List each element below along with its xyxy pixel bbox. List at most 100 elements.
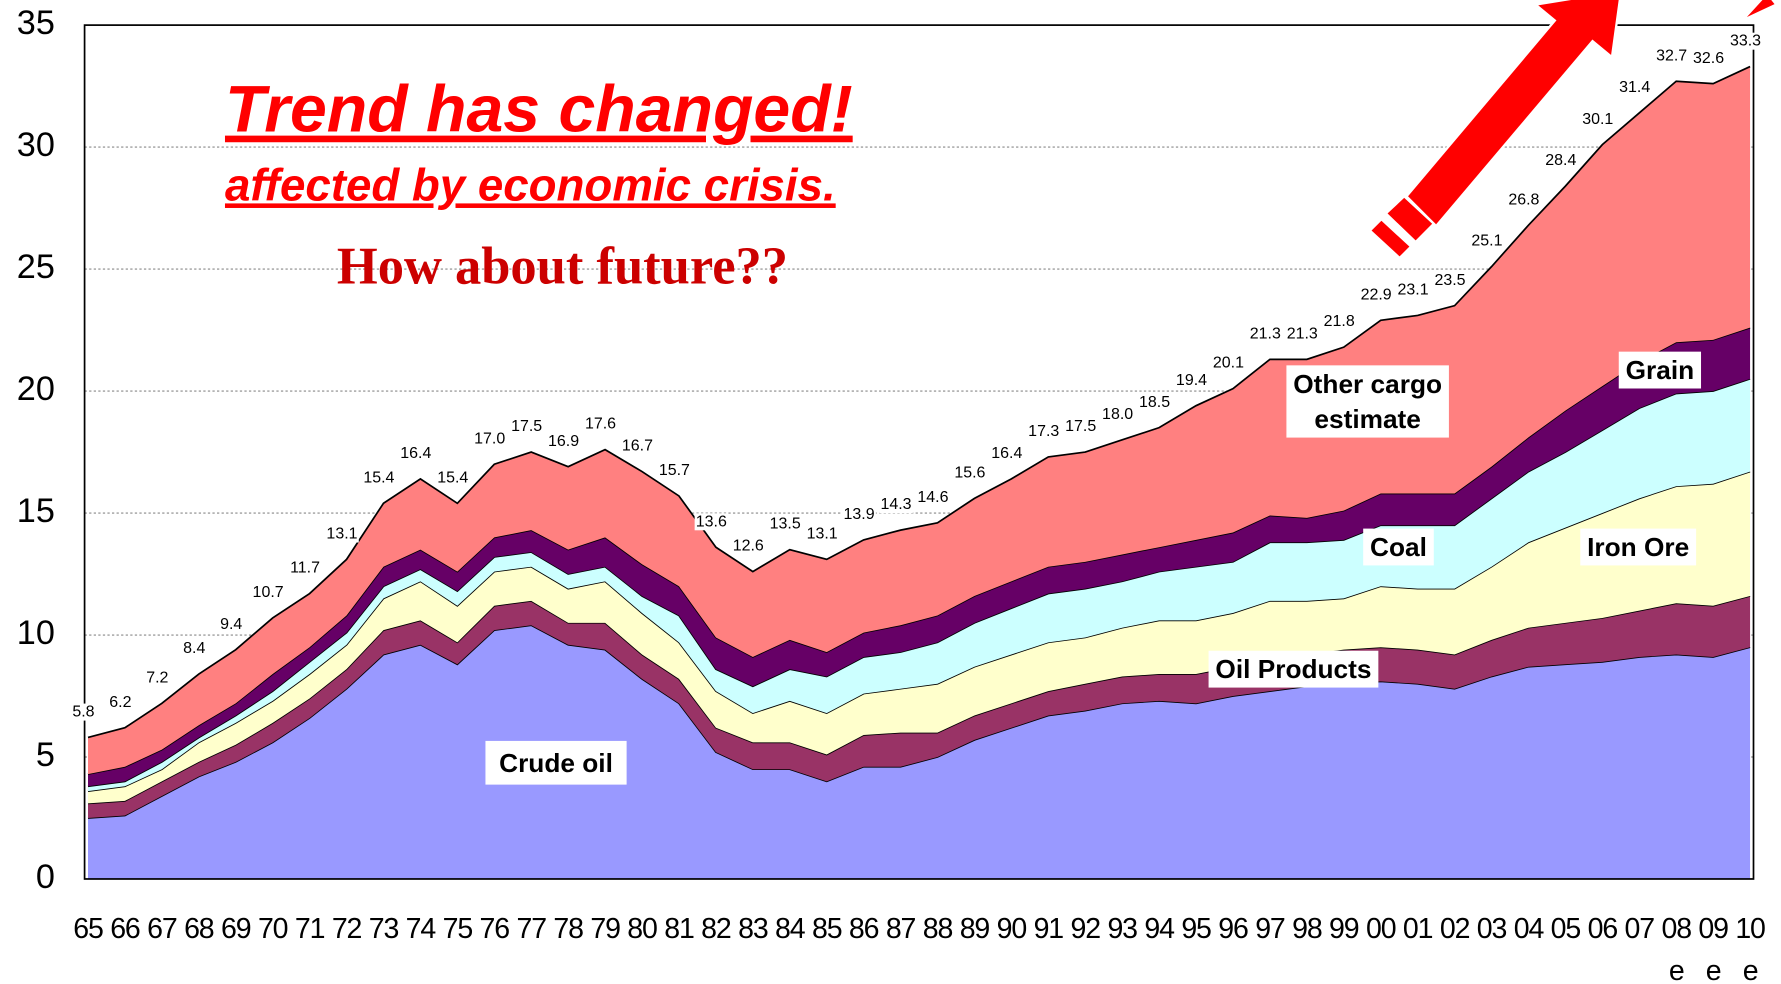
total-label-bg: [1248, 325, 1283, 343]
x-tick-label: 06: [1588, 913, 1618, 945]
total-label-bg: [805, 525, 839, 543]
total-label-bg: [108, 693, 133, 711]
total-label: 13.9: [844, 506, 875, 523]
total-label-bg: [1396, 281, 1430, 299]
arrow: [1368, 0, 1779, 260]
x-tick-label: 94: [1144, 913, 1175, 945]
y-tick-label: 0: [36, 858, 55, 896]
total-label-bg: [288, 559, 322, 577]
total-label: 6.2: [109, 694, 131, 711]
total-label-bg: [1100, 405, 1135, 423]
total-label: 21.3: [1250, 325, 1281, 342]
area: [88, 327, 1751, 787]
total-label: 17.3: [1028, 423, 1059, 440]
total-label: 17.0: [474, 430, 505, 447]
total-label: 20.1: [1213, 355, 1244, 372]
total-label: 14.6: [917, 489, 948, 506]
y-tick-label: 35: [17, 4, 55, 42]
total-label-bg: [362, 469, 396, 487]
x-tick-label: 89: [960, 913, 990, 945]
total-label: 19.4: [1176, 372, 1207, 389]
total-label: 21.8: [1324, 313, 1355, 330]
x-tick-label: 08: [1661, 913, 1691, 945]
total-label-bg: [399, 444, 433, 462]
total-label: 15.4: [437, 469, 468, 486]
x-tick-label: 70: [258, 913, 288, 945]
y-tick-label: 10: [17, 614, 55, 652]
x-tick-label: 04: [1514, 913, 1545, 945]
total-label: 16.9: [548, 433, 579, 450]
total-label-bg: [731, 537, 766, 555]
x-tick-label: 03: [1477, 913, 1507, 945]
total-label: 17.5: [1065, 418, 1096, 435]
total-label: 23.5: [1434, 272, 1465, 289]
total-label-bg: [1581, 110, 1615, 128]
series-label: Other cargo estimate: [1293, 369, 1442, 434]
total-label-bg: [1322, 313, 1357, 331]
total-label-bg: [657, 462, 692, 480]
x-tick-label: 68: [184, 913, 214, 945]
total-label-bg: [218, 615, 244, 633]
plot-frame: [83, 24, 1755, 880]
series-label-bg: [1286, 365, 1449, 438]
total-label-bg: [1728, 32, 1763, 50]
total-label-bg: [436, 469, 470, 487]
total-label-bg: [1063, 418, 1098, 436]
x-tick-label: 01: [1403, 913, 1433, 945]
annotation: Trend has changed!: [225, 73, 853, 147]
total-label-bg: [325, 525, 359, 543]
x-tick-label: 78: [553, 913, 583, 945]
total-label-bg: [509, 418, 544, 436]
total-label-bg: [71, 703, 96, 721]
total-label-bg: [1174, 371, 1209, 389]
series-label: Grain: [1626, 355, 1695, 385]
series-label: Iron Ore: [1587, 532, 1689, 562]
total-label-bg: [990, 444, 1024, 462]
x-tick-label: 83: [738, 913, 768, 945]
total-label: 15.6: [954, 465, 985, 482]
arrow-stripe: [1368, 217, 1413, 260]
series-label-bg: [1580, 528, 1697, 566]
total-label: 15.7: [659, 462, 690, 479]
x-tick-label: 02: [1440, 913, 1470, 945]
x-tick-label: 10: [1735, 913, 1765, 945]
total-label-bg: [620, 437, 655, 455]
total-label-bg: [251, 584, 285, 602]
total-label-bg: [768, 515, 802, 533]
x-tick-label: 79: [590, 913, 620, 945]
x-tick-label: 91: [1034, 913, 1064, 945]
total-label: 13.5: [770, 516, 801, 533]
x-tick-label: 71: [295, 913, 325, 945]
total-label: 17.5: [511, 418, 542, 435]
total-label-bg: [1137, 393, 1172, 411]
total-label: 22.9: [1361, 286, 1392, 303]
total-label-bg: [1027, 423, 1061, 441]
total-label-bg: [181, 640, 207, 658]
total-label-bg: [583, 415, 618, 433]
total-label: 12.6: [733, 538, 764, 555]
area-edge: [87, 326, 1751, 775]
series-label-bg: [485, 740, 627, 785]
total-label-bg: [842, 505, 876, 523]
x-tick-label: 75: [443, 913, 473, 945]
total-label-bg: [1544, 152, 1578, 170]
x-tick-label: 95: [1181, 913, 1211, 945]
total-label-bg: [145, 669, 170, 687]
series-label: Crude oil: [499, 748, 613, 778]
total-label: 18.5: [1139, 394, 1170, 411]
total-label-bg: [1470, 232, 1504, 250]
x-tick-label: 98: [1292, 913, 1322, 945]
total-label-bg: [1211, 354, 1246, 372]
x-tick-label: 74: [406, 913, 437, 945]
x-tick-label: 82: [701, 913, 731, 945]
total-label: 15.4: [363, 469, 394, 486]
total-label: 25.1: [1471, 233, 1502, 250]
x-tick-label: 69: [221, 913, 251, 945]
areas: [84, 24, 1754, 880]
total-label-bg: [1285, 325, 1320, 343]
total-label: 23.1: [1398, 282, 1429, 299]
x-tick-label: 92: [1071, 913, 1101, 945]
total-label-bg: [1433, 271, 1467, 289]
y-tick-label: 5: [36, 736, 55, 774]
